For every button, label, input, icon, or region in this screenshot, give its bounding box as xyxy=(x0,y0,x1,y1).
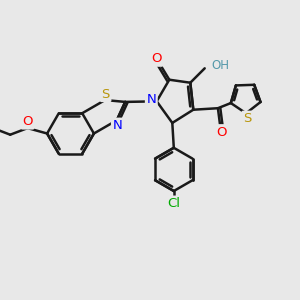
Text: N: N xyxy=(112,119,122,132)
Text: OH: OH xyxy=(211,59,229,72)
Text: N: N xyxy=(146,93,156,106)
Text: S: S xyxy=(243,112,251,125)
Text: Cl: Cl xyxy=(167,197,180,210)
Text: S: S xyxy=(101,88,110,100)
Text: O: O xyxy=(22,115,33,128)
Text: O: O xyxy=(216,126,227,139)
Text: O: O xyxy=(151,52,162,65)
